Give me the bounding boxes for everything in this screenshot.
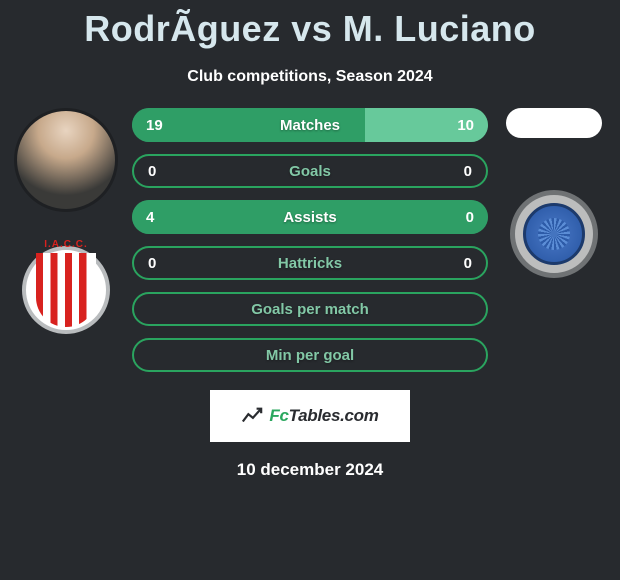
page-title: RodrÃ­guez vs M. Luciano — [0, 0, 620, 50]
stat-row: 1910Matches — [132, 108, 488, 142]
stat-label: Min per goal — [134, 347, 486, 364]
comparison-layout: 1910Matches 00Goals 40Assists 00Hattricks Go… — [0, 108, 620, 372]
brand-text: FcTables.com — [269, 406, 378, 426]
stat-label: Goals per match — [134, 301, 486, 318]
stat-row: 40Assists — [132, 200, 488, 234]
left-side — [6, 108, 126, 372]
stat-label: Goals — [134, 163, 486, 180]
player-left-avatar — [14, 108, 118, 212]
stats-rows: 1910Matches 00Goals 40Assists 00Hattricks Go… — [126, 108, 494, 372]
player-right-avatar — [506, 108, 602, 138]
stat-row: 00Goals — [132, 154, 488, 188]
club-right-crest-icon — [523, 203, 585, 265]
stat-label: Hattricks — [134, 255, 486, 272]
stat-row: 00Hattricks — [132, 246, 488, 280]
footer-date: 10 december 2024 — [0, 460, 620, 480]
brand-badge: FcTables.com — [210, 390, 410, 442]
brand-prefix: Fc — [269, 406, 288, 425]
right-side — [494, 108, 614, 372]
chart-icon — [241, 405, 263, 427]
stat-label: Matches — [132, 117, 488, 134]
club-right-badge — [510, 190, 598, 278]
page-subtitle: Club competitions, Season 2024 — [0, 68, 620, 86]
club-left-shield-icon — [36, 253, 96, 327]
stat-row: Goals per match — [132, 292, 488, 326]
club-left-badge — [22, 246, 110, 334]
brand-suffix: Tables.com — [289, 406, 379, 425]
stat-label: Assists — [132, 209, 488, 226]
stat-row: Min per goal — [132, 338, 488, 372]
